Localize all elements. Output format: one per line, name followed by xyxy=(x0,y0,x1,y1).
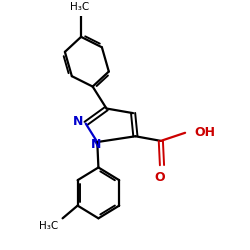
Text: H₃C: H₃C xyxy=(70,2,89,12)
Text: H₃C: H₃C xyxy=(39,221,58,231)
Text: N: N xyxy=(91,138,101,151)
Text: OH: OH xyxy=(194,126,215,139)
Text: N: N xyxy=(72,115,83,128)
Text: O: O xyxy=(154,171,164,184)
